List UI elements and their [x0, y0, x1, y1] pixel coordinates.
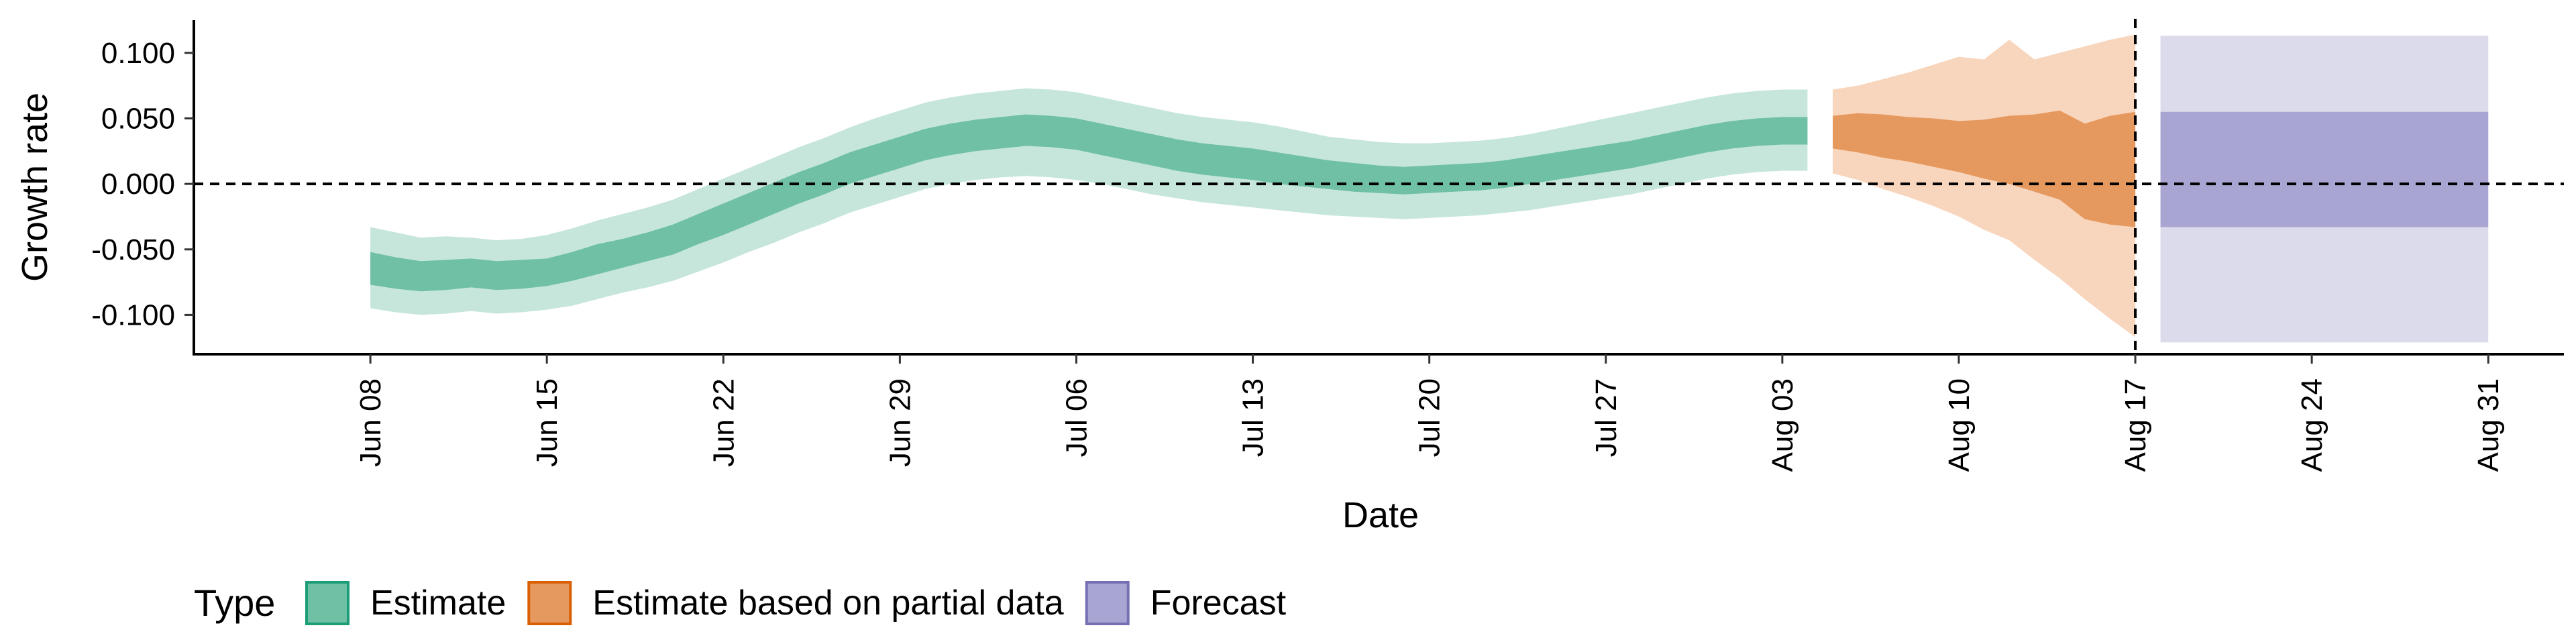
- reference-lines: [194, 19, 2564, 354]
- band-outer-estimate-based-on-partial-data: [1833, 34, 2136, 337]
- legend-title: Type: [194, 582, 275, 624]
- legend-item-forecast: Forecast: [1085, 581, 1287, 625]
- x-tick-label: Jul 27: [1590, 378, 1623, 457]
- x-tick-label: Aug 31: [2472, 378, 2505, 472]
- band-inner-estimate-based-on-partial-data: [1833, 110, 2136, 227]
- legend-key-estimate: [305, 581, 350, 625]
- band-inner-estimate: [370, 114, 1808, 292]
- chart-axes: [193, 20, 2564, 356]
- y-tick-label: -0.100: [91, 299, 175, 331]
- y-tick-label: 0.100: [101, 37, 175, 70]
- y-axis-title: Growth rate: [15, 93, 55, 282]
- x-tick-label: Jun 29: [883, 378, 916, 467]
- legend-key-forecast: [1085, 581, 1130, 625]
- x-tick-label: Aug 03: [1766, 378, 1799, 472]
- x-tick-label: Aug 24: [2296, 378, 2328, 472]
- legend-label-forecast: Forecast: [1150, 584, 1287, 623]
- y-tick-label: 0.000: [101, 168, 175, 201]
- y-tick-label: -0.050: [91, 233, 175, 266]
- x-tick-label: Jul 06: [1061, 378, 1093, 457]
- band-outer-estimate: [370, 88, 1808, 315]
- legend-item-estimate: Estimate: [305, 581, 506, 625]
- legend: Type Estimate Estimate based on partial …: [194, 581, 1287, 625]
- chart-bands: [370, 34, 2489, 343]
- x-tick-label: Aug 17: [2119, 378, 2152, 472]
- x-tick-label: Jul 13: [1237, 378, 1270, 457]
- legend-item-partial: Estimate based on partial data: [527, 581, 1064, 625]
- y-ticks: 0.100 0.050 0.000 -0.050 -0.100: [91, 37, 194, 331]
- x-tick-label: Jun 15: [531, 378, 564, 467]
- x-axis-title: Date: [1342, 495, 1419, 535]
- legend-label-estimate: Estimate: [370, 584, 506, 623]
- x-tick-label: Jun 08: [354, 378, 387, 467]
- x-tick-label: Aug 10: [1943, 378, 1976, 472]
- x-ticks: Jun 08 Jun 15 Jun 22 Jun 29 Jul 06 Jul 13 Jul …: [354, 354, 2505, 472]
- band-inner-forecast: [2160, 111, 2489, 227]
- legend-label-partial: Estimate based on partial data: [592, 584, 1064, 623]
- x-tick-label: Jul 20: [1413, 378, 1446, 457]
- y-tick-label: 0.050: [101, 102, 175, 135]
- legend-key-partial: [527, 581, 572, 625]
- x-tick-label: Jun 22: [707, 378, 740, 467]
